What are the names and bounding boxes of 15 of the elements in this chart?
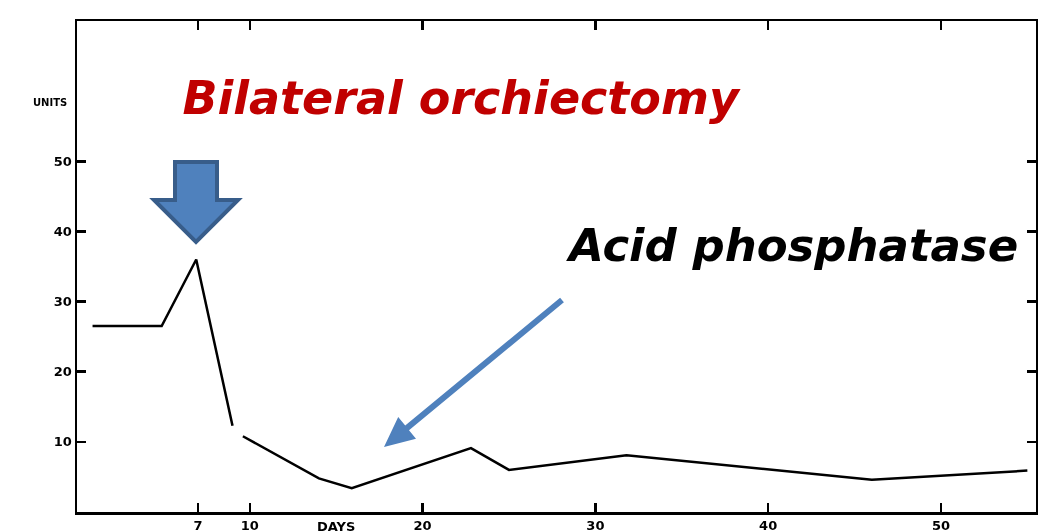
annotation: Acid phosphatase [566, 219, 1019, 272]
y-tick-label: 40 [53, 223, 72, 239]
y-tick-label: 10 [53, 434, 72, 450]
y-tick-label: 20 [53, 364, 72, 380]
x-tick-label: 10 [240, 518, 259, 532]
x-axis-title: DAYS [317, 519, 356, 532]
x-tick-label: 50 [931, 518, 951, 532]
y-tick-label: 50 [53, 153, 72, 169]
x-tick-label: 40 [759, 518, 778, 532]
x-tick-label: 30 [586, 518, 605, 532]
text: Bilateral orchiectomy [182, 71, 741, 126]
x-tick-label: 20 [413, 518, 432, 532]
y-axis-title: UNITS [33, 97, 68, 108]
x-tick-label: 7 [193, 518, 203, 532]
y-tick-label: 30 [53, 294, 72, 310]
